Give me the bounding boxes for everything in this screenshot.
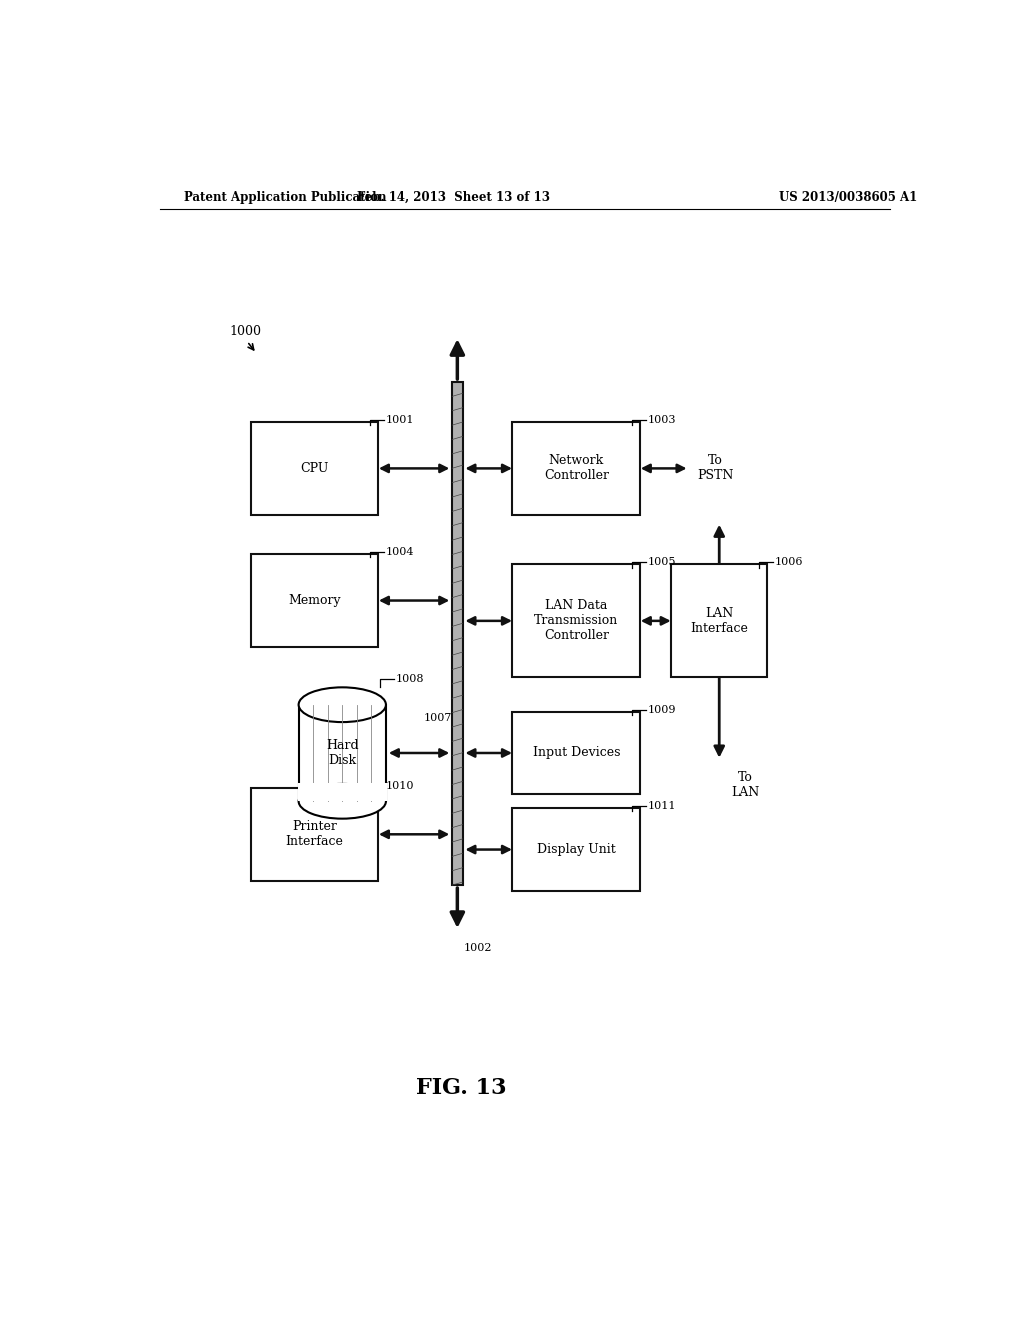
Text: 1010: 1010 bbox=[385, 781, 414, 791]
Ellipse shape bbox=[299, 688, 386, 722]
Text: CPU: CPU bbox=[300, 462, 329, 475]
FancyBboxPatch shape bbox=[512, 422, 640, 515]
Text: Memory: Memory bbox=[288, 594, 341, 607]
Text: 1005: 1005 bbox=[647, 557, 676, 568]
Text: To
LAN: To LAN bbox=[731, 771, 760, 799]
Text: 1011: 1011 bbox=[647, 801, 676, 812]
Text: Feb. 14, 2013  Sheet 13 of 13: Feb. 14, 2013 Sheet 13 of 13 bbox=[357, 190, 550, 203]
Text: 1008: 1008 bbox=[395, 675, 424, 684]
Text: 1001: 1001 bbox=[385, 414, 414, 425]
FancyBboxPatch shape bbox=[251, 422, 379, 515]
Bar bbox=[453, 381, 463, 886]
Text: Display Unit: Display Unit bbox=[537, 843, 615, 857]
Text: 1002: 1002 bbox=[464, 942, 493, 953]
Text: Patent Application Publication: Patent Application Publication bbox=[183, 190, 386, 203]
Text: LAN
Interface: LAN Interface bbox=[690, 607, 749, 635]
Bar bbox=[298, 783, 387, 801]
Bar bbox=[299, 705, 386, 801]
FancyBboxPatch shape bbox=[251, 788, 379, 880]
Text: To
PSTN: To PSTN bbox=[697, 454, 734, 482]
Text: Network
Controller: Network Controller bbox=[544, 454, 609, 482]
Text: 1000: 1000 bbox=[229, 325, 261, 338]
FancyBboxPatch shape bbox=[512, 565, 640, 677]
Text: 1004: 1004 bbox=[385, 548, 414, 557]
Text: Input Devices: Input Devices bbox=[532, 747, 621, 759]
Text: 1007: 1007 bbox=[423, 713, 452, 722]
FancyBboxPatch shape bbox=[251, 554, 379, 647]
Text: US 2013/0038605 A1: US 2013/0038605 A1 bbox=[778, 190, 918, 203]
Text: 1003: 1003 bbox=[647, 414, 676, 425]
FancyBboxPatch shape bbox=[512, 808, 640, 891]
FancyBboxPatch shape bbox=[512, 711, 640, 795]
Text: Hard
Disk: Hard Disk bbox=[326, 739, 358, 767]
Text: LAN Data
Transmission
Controller: LAN Data Transmission Controller bbox=[535, 599, 618, 643]
Text: Printer
Interface: Printer Interface bbox=[286, 820, 343, 849]
Ellipse shape bbox=[299, 784, 386, 818]
Text: FIG. 13: FIG. 13 bbox=[416, 1077, 507, 1100]
FancyBboxPatch shape bbox=[671, 565, 767, 677]
Text: 1009: 1009 bbox=[647, 705, 676, 715]
Text: 1006: 1006 bbox=[774, 557, 803, 568]
